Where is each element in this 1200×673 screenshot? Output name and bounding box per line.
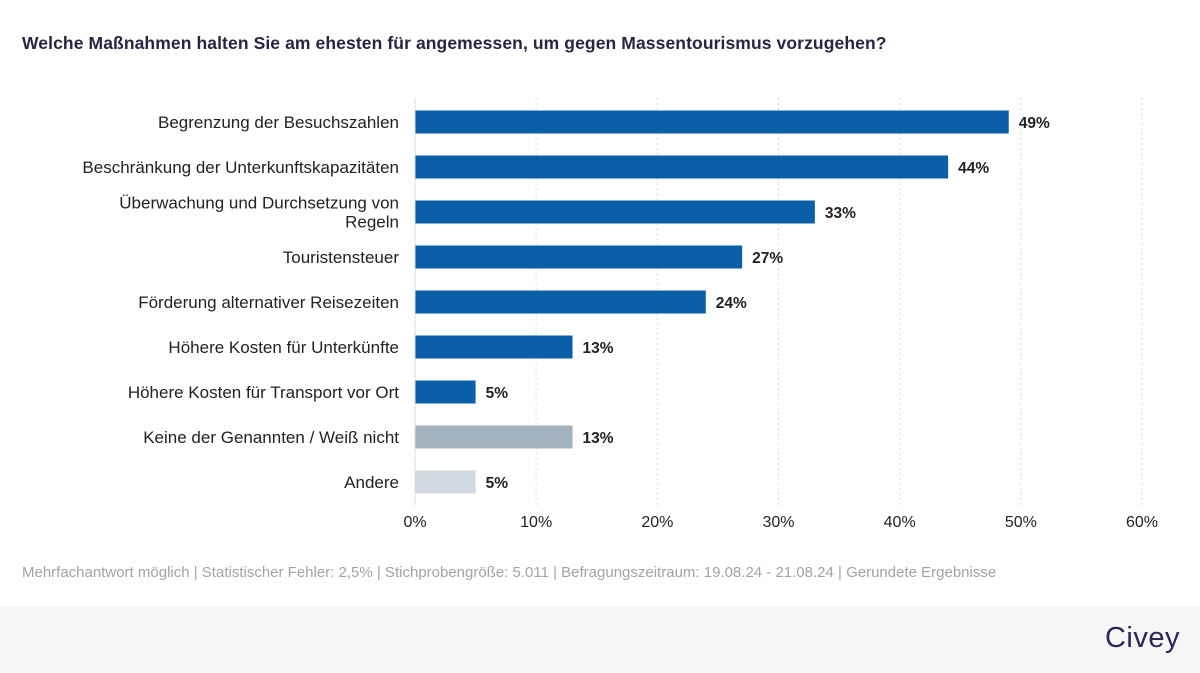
bar-value-label: 13% — [583, 430, 614, 447]
x-tick-label: 10% — [520, 514, 552, 531]
x-tick-label: 30% — [762, 514, 794, 531]
category-label: Höhere Kosten für Transport vor Ort — [128, 383, 399, 402]
category-label: Förderung alternativer Reisezeiten — [138, 293, 399, 312]
category-label: Touristensteuer — [283, 248, 400, 267]
category-label: Höhere Kosten für Unterkünfte — [168, 338, 399, 357]
category-label-line: Touristensteuer — [283, 248, 400, 267]
bar-value-label: 13% — [583, 340, 614, 357]
bar — [415, 155, 949, 179]
bar-value-label: 49% — [1019, 115, 1050, 132]
bar — [415, 380, 476, 404]
category-label-line: Förderung alternativer Reisezeiten — [138, 293, 399, 312]
category-label-line: Höhere Kosten für Transport vor Ort — [128, 383, 399, 402]
category-label-line: Andere — [344, 473, 399, 492]
bar-chart: 0% 10% 20% 30% 40% 50% 60% 49% Begrenzung der Be… — [82, 98, 1158, 531]
footer-band: Civey — [0, 606, 1200, 673]
bar-value-label: 33% — [825, 205, 856, 222]
x-tick-label: 40% — [884, 514, 916, 531]
bar-value-label: 5% — [486, 475, 509, 492]
bar-value-label: 5% — [486, 385, 509, 402]
category-label-line: Regeln — [345, 213, 399, 232]
x-tick-label: 50% — [1005, 514, 1037, 531]
bar — [415, 110, 1009, 134]
bar — [415, 335, 573, 359]
category-label-line: Begrenzung der Besuchszahlen — [158, 113, 399, 132]
bar — [415, 290, 706, 314]
bar — [415, 200, 815, 224]
x-tick-label: 60% — [1126, 514, 1158, 531]
bar-value-label: 44% — [958, 160, 989, 177]
x-tick-label: 0% — [403, 514, 426, 531]
category-label: Begrenzung der Besuchszahlen — [158, 113, 399, 132]
bar-value-label: 27% — [752, 250, 783, 267]
chart-title: Welche Maßnahmen halten Sie am ehesten f… — [22, 33, 887, 53]
category-label: Andere — [344, 473, 399, 492]
bar — [415, 425, 573, 449]
category-label-line: Keine der Genannten / Weiß nicht — [143, 428, 399, 447]
category-label-line: Überwachung und Durchsetzung von — [119, 194, 399, 213]
x-tick-label: 20% — [641, 514, 673, 531]
bar-value-label: 24% — [716, 295, 747, 312]
civey-logo: Civey — [1104, 622, 1180, 654]
footnote: Mehrfachantwort möglich | Statistischer … — [22, 564, 997, 581]
bar — [415, 245, 743, 269]
category-label: Beschränkung der Unterkunftskapazitäten — [82, 158, 399, 177]
category-label: Keine der Genannten / Weiß nicht — [143, 428, 399, 447]
category-label: Überwachung und Durchsetzung von Regeln — [119, 194, 399, 232]
category-label-line: Höhere Kosten für Unterkünfte — [168, 338, 399, 357]
category-label-line: Beschränkung der Unterkunftskapazitäten — [82, 158, 399, 177]
bar — [415, 470, 476, 494]
